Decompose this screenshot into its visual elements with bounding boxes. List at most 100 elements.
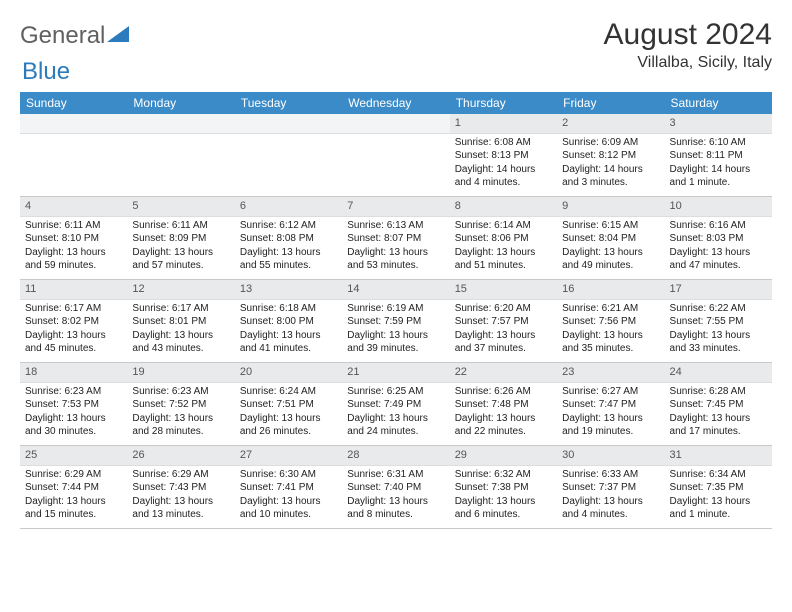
sunset-text: Sunset: 7:49 PM (347, 398, 444, 412)
day-of-week-row: SundayMondayTuesdayWednesdayThursdayFrid… (20, 92, 772, 114)
day-number: 1 (450, 114, 557, 134)
day-cell: 13Sunrise: 6:18 AMSunset: 8:00 PMDayligh… (235, 280, 342, 362)
day-body: Sunrise: 6:23 AMSunset: 7:52 PMDaylight:… (127, 383, 234, 444)
sunrise-text: Sunrise: 6:29 AM (132, 468, 229, 482)
day-body: Sunrise: 6:28 AMSunset: 7:45 PMDaylight:… (665, 383, 772, 444)
week-row: 4Sunrise: 6:11 AMSunset: 8:10 PMDaylight… (20, 197, 772, 280)
daylight-text: Daylight: 13 hours and 13 minutes. (132, 495, 229, 522)
daylight-text: Daylight: 13 hours and 17 minutes. (670, 412, 767, 439)
day-number: 11 (20, 280, 127, 300)
day-body (342, 134, 449, 141)
day-cell: 22Sunrise: 6:26 AMSunset: 7:48 PMDayligh… (450, 363, 557, 445)
day-cell: 4Sunrise: 6:11 AMSunset: 8:10 PMDaylight… (20, 197, 127, 279)
day-body: Sunrise: 6:19 AMSunset: 7:59 PMDaylight:… (342, 300, 449, 361)
day-cell: 7Sunrise: 6:13 AMSunset: 8:07 PMDaylight… (342, 197, 449, 279)
daylight-text: Daylight: 13 hours and 41 minutes. (240, 329, 337, 356)
sunset-text: Sunset: 7:44 PM (25, 481, 122, 495)
dow-cell: Tuesday (235, 92, 342, 114)
day-body: Sunrise: 6:21 AMSunset: 7:56 PMDaylight:… (557, 300, 664, 361)
day-number: 13 (235, 280, 342, 300)
daylight-text: Daylight: 13 hours and 28 minutes. (132, 412, 229, 439)
day-cell (20, 114, 127, 196)
day-number: 22 (450, 363, 557, 383)
daylight-text: Daylight: 13 hours and 55 minutes. (240, 246, 337, 273)
day-cell: 2Sunrise: 6:09 AMSunset: 8:12 PMDaylight… (557, 114, 664, 196)
sunrise-text: Sunrise: 6:32 AM (455, 468, 552, 482)
day-body: Sunrise: 6:34 AMSunset: 7:35 PMDaylight:… (665, 466, 772, 527)
month-title: August 2024 (604, 18, 772, 52)
sunrise-text: Sunrise: 6:15 AM (562, 219, 659, 233)
day-cell: 23Sunrise: 6:27 AMSunset: 7:47 PMDayligh… (557, 363, 664, 445)
sunrise-text: Sunrise: 6:08 AM (455, 136, 552, 150)
day-number: 12 (127, 280, 234, 300)
daylight-text: Daylight: 13 hours and 57 minutes. (132, 246, 229, 273)
day-number (235, 114, 342, 134)
daylight-text: Daylight: 13 hours and 53 minutes. (347, 246, 444, 273)
day-number: 30 (557, 446, 664, 466)
sunrise-text: Sunrise: 6:17 AM (132, 302, 229, 316)
day-body: Sunrise: 6:20 AMSunset: 7:57 PMDaylight:… (450, 300, 557, 361)
daylight-text: Daylight: 13 hours and 19 minutes. (562, 412, 659, 439)
day-number (127, 114, 234, 134)
daylight-text: Daylight: 13 hours and 45 minutes. (25, 329, 122, 356)
day-body: Sunrise: 6:16 AMSunset: 8:03 PMDaylight:… (665, 217, 772, 278)
sunrise-text: Sunrise: 6:16 AM (670, 219, 767, 233)
day-cell: 28Sunrise: 6:31 AMSunset: 7:40 PMDayligh… (342, 446, 449, 528)
day-cell: 25Sunrise: 6:29 AMSunset: 7:44 PMDayligh… (20, 446, 127, 528)
daylight-text: Daylight: 13 hours and 10 minutes. (240, 495, 337, 522)
day-body: Sunrise: 6:14 AMSunset: 8:06 PMDaylight:… (450, 217, 557, 278)
sunrise-text: Sunrise: 6:29 AM (25, 468, 122, 482)
daylight-text: Daylight: 14 hours and 4 minutes. (455, 163, 552, 190)
day-cell: 24Sunrise: 6:28 AMSunset: 7:45 PMDayligh… (665, 363, 772, 445)
day-body: Sunrise: 6:30 AMSunset: 7:41 PMDaylight:… (235, 466, 342, 527)
day-number: 5 (127, 197, 234, 217)
daylight-text: Daylight: 13 hours and 35 minutes. (562, 329, 659, 356)
daylight-text: Daylight: 13 hours and 4 minutes. (562, 495, 659, 522)
sunrise-text: Sunrise: 6:14 AM (455, 219, 552, 233)
day-number: 2 (557, 114, 664, 134)
sunset-text: Sunset: 7:57 PM (455, 315, 552, 329)
sunrise-text: Sunrise: 6:11 AM (25, 219, 122, 233)
daylight-text: Daylight: 13 hours and 37 minutes. (455, 329, 552, 356)
daylight-text: Daylight: 13 hours and 47 minutes. (670, 246, 767, 273)
daylight-text: Daylight: 13 hours and 6 minutes. (455, 495, 552, 522)
dow-cell: Friday (557, 92, 664, 114)
day-cell: 30Sunrise: 6:33 AMSunset: 7:37 PMDayligh… (557, 446, 664, 528)
day-number: 8 (450, 197, 557, 217)
day-cell: 15Sunrise: 6:20 AMSunset: 7:57 PMDayligh… (450, 280, 557, 362)
day-body (127, 134, 234, 141)
day-number: 21 (342, 363, 449, 383)
day-number: 9 (557, 197, 664, 217)
sunrise-text: Sunrise: 6:20 AM (455, 302, 552, 316)
day-body: Sunrise: 6:27 AMSunset: 7:47 PMDaylight:… (557, 383, 664, 444)
week-row: 11Sunrise: 6:17 AMSunset: 8:02 PMDayligh… (20, 280, 772, 363)
sunrise-text: Sunrise: 6:27 AM (562, 385, 659, 399)
sunrise-text: Sunrise: 6:34 AM (670, 468, 767, 482)
weeks-grid: 1Sunrise: 6:08 AMSunset: 8:13 PMDaylight… (20, 114, 772, 529)
day-number: 20 (235, 363, 342, 383)
sunrise-text: Sunrise: 6:30 AM (240, 468, 337, 482)
daylight-text: Daylight: 13 hours and 33 minutes. (670, 329, 767, 356)
day-body: Sunrise: 6:25 AMSunset: 7:49 PMDaylight:… (342, 383, 449, 444)
daylight-text: Daylight: 13 hours and 15 minutes. (25, 495, 122, 522)
day-body (20, 134, 127, 141)
sunrise-text: Sunrise: 6:26 AM (455, 385, 552, 399)
day-cell: 20Sunrise: 6:24 AMSunset: 7:51 PMDayligh… (235, 363, 342, 445)
sunset-text: Sunset: 7:53 PM (25, 398, 122, 412)
logo-text-blue: Blue (22, 58, 70, 85)
day-body: Sunrise: 6:18 AMSunset: 8:00 PMDaylight:… (235, 300, 342, 361)
day-cell: 19Sunrise: 6:23 AMSunset: 7:52 PMDayligh… (127, 363, 234, 445)
sunrise-text: Sunrise: 6:31 AM (347, 468, 444, 482)
day-number: 10 (665, 197, 772, 217)
day-number: 29 (450, 446, 557, 466)
day-number: 19 (127, 363, 234, 383)
daylight-text: Daylight: 14 hours and 3 minutes. (562, 163, 659, 190)
day-number: 4 (20, 197, 127, 217)
sunset-text: Sunset: 7:55 PM (670, 315, 767, 329)
daylight-text: Daylight: 13 hours and 39 minutes. (347, 329, 444, 356)
day-cell: 14Sunrise: 6:19 AMSunset: 7:59 PMDayligh… (342, 280, 449, 362)
day-cell (127, 114, 234, 196)
day-cell: 12Sunrise: 6:17 AMSunset: 8:01 PMDayligh… (127, 280, 234, 362)
day-body: Sunrise: 6:32 AMSunset: 7:38 PMDaylight:… (450, 466, 557, 527)
day-cell: 18Sunrise: 6:23 AMSunset: 7:53 PMDayligh… (20, 363, 127, 445)
